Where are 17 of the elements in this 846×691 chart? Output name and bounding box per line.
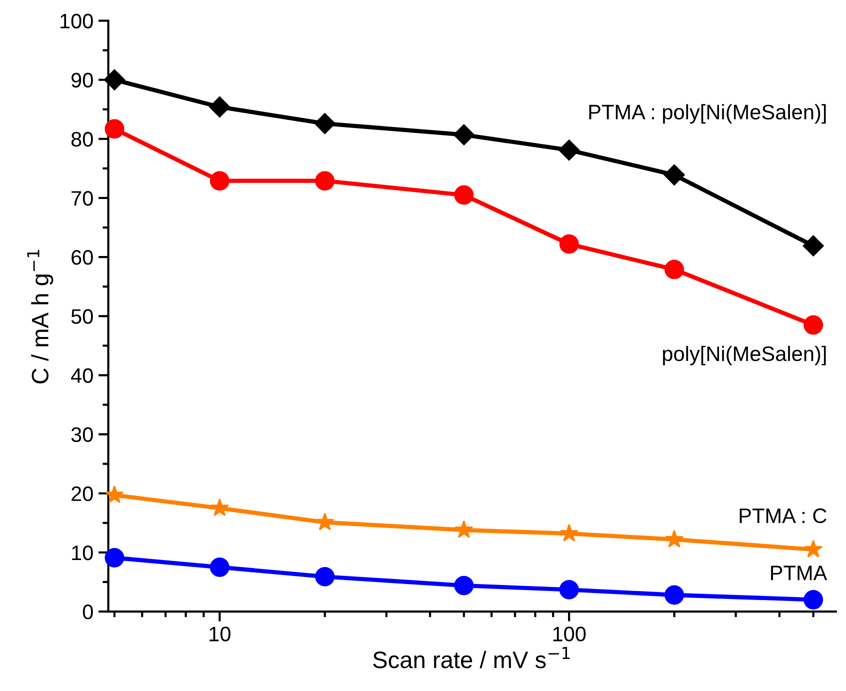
- y-tick-label: 50: [71, 309, 93, 324]
- y-tick-label: 20: [72, 486, 93, 502]
- x-axis-title: Scan rate / mV s$^{−1}$: [373, 646, 570, 668]
- series-label: PTMA : poly[Ni(MeSalen)]: [589, 104, 826, 124]
- y-tick-label: 100: [60, 14, 93, 28]
- y-tick-label: 10: [72, 545, 93, 560]
- y-tick-label: 60: [72, 250, 93, 265]
- y-tick-label: 70: [72, 190, 93, 206]
- series-label: PTMA : C: [740, 508, 826, 524]
- y-tick-label: 80: [71, 132, 93, 147]
- series-label: poly[Ni(MeSalen)]: [663, 346, 826, 366]
- y-axis-title: C / mA h g$^{−1}$: [27, 250, 54, 384]
- y-tick-label: 30: [71, 427, 93, 442]
- y-tick-label: 40: [71, 368, 93, 383]
- series-label: PTMA: [771, 566, 828, 580]
- y-tick-label: 90: [72, 72, 93, 88]
- y-tick-label: 0: [82, 604, 93, 620]
